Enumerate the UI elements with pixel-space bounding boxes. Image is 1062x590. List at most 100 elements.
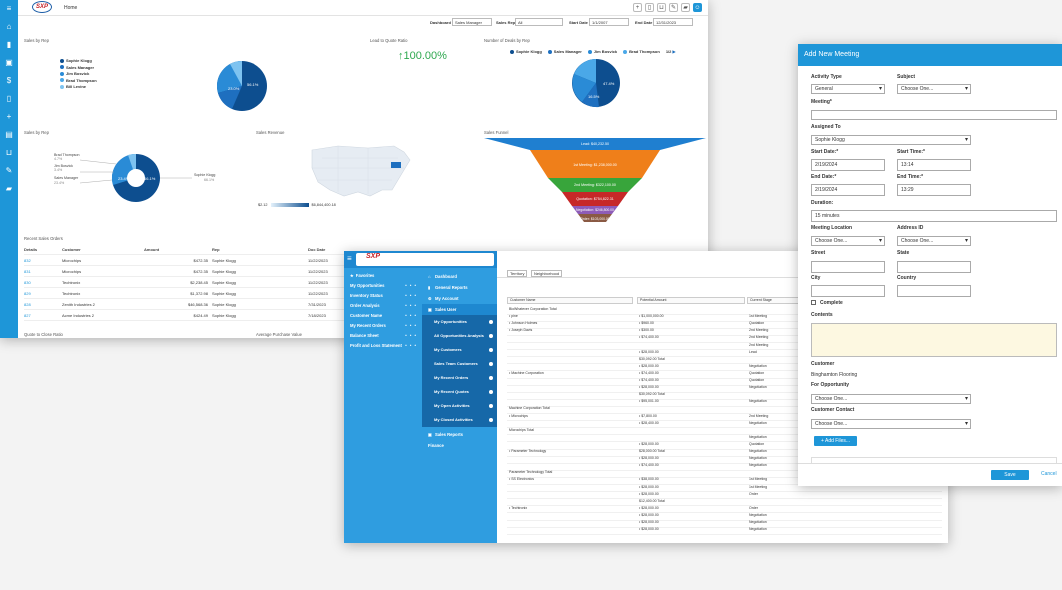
order-link[interactable]: 832	[24, 258, 31, 263]
subject-select[interactable]: Choose One...	[897, 84, 971, 94]
document-icon[interactable]: ▯	[6, 94, 12, 103]
sidebar-item[interactable]: ★ Favorites	[344, 271, 420, 281]
order-link[interactable]: 830	[24, 280, 31, 285]
menu-icon[interactable]: ≡	[6, 4, 12, 13]
order-link[interactable]: 831	[24, 269, 31, 274]
column-header[interactable]: Amount	[144, 247, 160, 252]
truck-icon[interactable]: ▰	[5, 184, 13, 193]
menu-item-dashboard[interactable]: ⌂ Dashboard	[422, 271, 497, 282]
submenu-item[interactable]: My Recent Quotes	[422, 385, 497, 399]
ledger-icon[interactable]: ▤	[5, 130, 13, 139]
add-icon[interactable]: +	[633, 3, 642, 12]
sales-rep-select[interactable]: All	[515, 18, 563, 26]
sidebar-item[interactable]: Customer Name • • •	[344, 311, 420, 321]
more-icon[interactable]: • • •	[405, 333, 417, 338]
end-date-input[interactable]: 12/31/2023	[653, 18, 693, 26]
report-cell: Negotiation	[749, 520, 767, 524]
end-time-input[interactable]: 13:29	[897, 184, 971, 196]
more-icon[interactable]: • • •	[405, 343, 417, 348]
add-files-button[interactable]: + Add Files...	[814, 436, 857, 446]
sxp-logo[interactable]: SXP	[366, 253, 381, 260]
for-opportunity-label: For Opportunity	[811, 382, 850, 388]
customer-contact-select[interactable]: Choose One...	[811, 419, 971, 429]
country-input[interactable]	[897, 285, 971, 297]
plus-icon[interactable]: +	[6, 112, 12, 121]
save-button[interactable]: Save	[991, 470, 1029, 480]
panel-title: Quote to Close Ratio	[24, 332, 63, 337]
opportunity-select[interactable]: Choose One...	[811, 394, 971, 404]
more-icon[interactable]: • • •	[405, 293, 417, 298]
duration-input[interactable]: 15 minutes	[811, 210, 1057, 222]
sidebar-item[interactable]: Balance Sheet • • •	[344, 331, 420, 341]
column-header[interactable]: Customer Name	[507, 297, 633, 304]
highlighted-state[interactable]	[391, 162, 401, 168]
neighborhood-chip[interactable]: Neighborhood	[531, 270, 563, 277]
submenu-item[interactable]: My Closed Activities	[422, 413, 497, 427]
start-date-input[interactable]: 1/1/2007	[589, 18, 629, 26]
menu-item-my-account[interactable]: ⚙ My Account	[422, 293, 497, 304]
meeting-location-select[interactable]: Choose One...	[811, 236, 885, 246]
end-date-input[interactable]: 2/19/2024	[811, 184, 885, 196]
chart-icon[interactable]: ▮	[6, 40, 12, 49]
submenu-item[interactable]: My Recent Orders	[422, 371, 497, 385]
funnel-stage-lead	[484, 138, 706, 150]
order-link[interactable]: 827	[24, 313, 31, 318]
cancel-link[interactable]: Cancel	[1041, 471, 1057, 477]
submenu-item[interactable]: Sales Team Customers	[422, 357, 497, 371]
search-bar[interactable]	[356, 253, 494, 266]
meeting-input[interactable]	[811, 110, 1057, 120]
truck-icon[interactable]: ▰	[681, 3, 690, 12]
more-icon[interactable]: • • •	[405, 323, 417, 328]
sidebar-item[interactable]: Order Analysis • • •	[344, 301, 420, 311]
more-icon[interactable]: • • •	[405, 313, 417, 318]
edit-icon[interactable]: ✎	[5, 166, 13, 175]
document-icon[interactable]: ▯	[645, 3, 654, 12]
menu-item-finance[interactable]: Finance	[428, 443, 444, 448]
end-date-label: End Date:*	[811, 174, 837, 180]
menu-item-sales-user[interactable]: ▣ Sales User	[422, 304, 497, 315]
start-time-input[interactable]: 13:14	[897, 159, 971, 171]
sidebar-item[interactable]: My Recent Orders • • •	[344, 321, 420, 331]
address-id-select[interactable]: Choose One...	[897, 236, 971, 246]
contents-textarea[interactable]	[811, 323, 1057, 357]
sidebar-item[interactable]: Profit and Loss Statement • • •	[344, 341, 420, 351]
activity-type-select[interactable]: General	[811, 84, 885, 94]
next-arrow-icon[interactable]: ▶	[672, 49, 676, 54]
dashboard-select[interactable]: Sales Manager	[452, 18, 492, 26]
order-link[interactable]: 828	[24, 302, 31, 307]
menu-item-sales-reports[interactable]: ▣ Sales Reports	[422, 429, 497, 440]
column-header[interactable]: Doc Date	[308, 247, 326, 252]
assigned-to-select[interactable]: Sophie Klogg	[811, 135, 971, 145]
street-input[interactable]	[811, 261, 885, 273]
city-input[interactable]	[811, 285, 885, 297]
start-date-input[interactable]: 2/19/2024	[811, 159, 885, 171]
menu-item-general-reports[interactable]: ▮ General Reports	[422, 282, 497, 293]
dashboard-filters: Dashboard Sales Manager Sales Rep All St…	[18, 16, 708, 28]
column-header[interactable]: Rep	[212, 247, 220, 252]
complete-checkbox[interactable]	[811, 300, 816, 305]
basket-icon[interactable]: ⊔	[657, 3, 666, 12]
basket-icon[interactable]: ⊔	[5, 148, 13, 157]
state-input[interactable]	[897, 261, 971, 273]
edit-icon[interactable]: ✎	[669, 3, 678, 12]
order-link[interactable]: 829	[24, 291, 31, 296]
submenu-item[interactable]: My Open Activities	[422, 399, 497, 413]
more-icon[interactable]: • • •	[405, 283, 417, 288]
submenu-item[interactable]: My Opportunities	[422, 315, 497, 329]
briefcase-icon[interactable]: ▣	[5, 58, 13, 67]
column-header[interactable]: Customer	[62, 247, 81, 252]
sidebar-item[interactable]: My Opportunities • • •	[344, 281, 420, 291]
user-icon[interactable]: ☺	[693, 3, 702, 12]
sxp-logo[interactable]: SXP	[32, 1, 52, 13]
menu-icon[interactable]: ≡	[347, 254, 352, 263]
more-icon[interactable]: • • •	[405, 303, 417, 308]
home-icon[interactable]: ⌂	[6, 22, 12, 31]
column-header[interactable]: Potential Amount	[637, 297, 745, 304]
dashboard-label: Dashboard	[430, 20, 451, 25]
territory-chip[interactable]: Territory	[507, 270, 528, 277]
submenu-item[interactable]: My Customers	[422, 343, 497, 357]
column-header[interactable]: Details	[24, 247, 38, 252]
submenu-item[interactable]: All Opportunities Analysis	[422, 329, 497, 343]
sidebar-item[interactable]: Inventory Status • • •	[344, 291, 420, 301]
dollar-icon[interactable]: $	[6, 76, 12, 85]
